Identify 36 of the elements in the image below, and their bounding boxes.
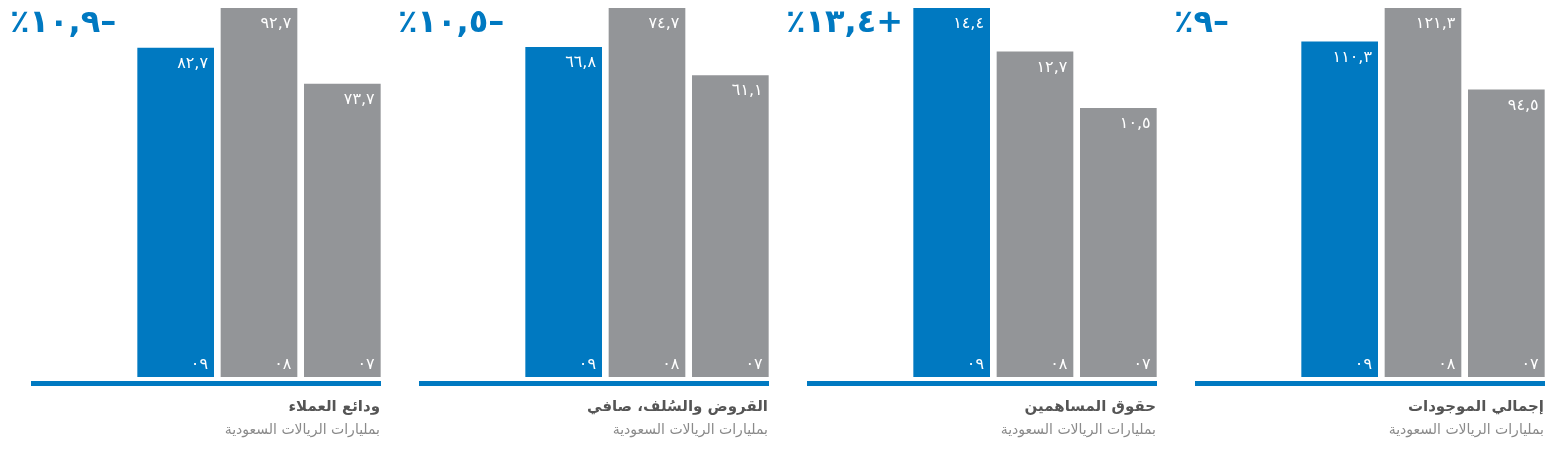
annotation: ٪١٣,٤+: [786, 2, 904, 40]
data-label: ٨٢,٧: [177, 52, 209, 72]
data-label: ١٢١,٣: [1415, 13, 1456, 33]
text: بمليارات الريالات السعودية: [1388, 421, 1544, 437]
data-label: ٦١,١: [731, 80, 763, 100]
data-label: ٧٤,٧: [648, 13, 680, 33]
data-label: ١٢,٧: [1036, 56, 1068, 76]
data-label: ١١٠,٣: [1332, 46, 1373, 66]
text: إجمالي الموجودات: [1407, 397, 1544, 415]
x-tick-label: ٠٧: [357, 354, 376, 374]
text: حقوق المساهمين: [1024, 397, 1156, 415]
x-tick-label: ٠٧: [1133, 354, 1152, 374]
annotation: ٪١٠,٥–: [398, 2, 505, 40]
x-tick-label: ٠٨: [1050, 354, 1068, 374]
annotation: ٪٩–: [1174, 2, 1230, 40]
x-tick-label: ٠٩: [1354, 354, 1372, 374]
text: ٪١٠,٩–: [10, 2, 117, 40]
x-tick-label: ٠٧: [1521, 354, 1540, 374]
data-label: ٦٦,٨: [565, 52, 597, 72]
data-label: ١٤,٤: [953, 13, 984, 33]
x-tick-label: ٠٧: [745, 354, 764, 374]
text: ودائع العملاء: [288, 397, 380, 415]
x-tick-label: ٠٩: [578, 354, 596, 374]
x-tick-label: ٠٩: [190, 354, 208, 374]
text: بمليارات الريالات السعودية: [612, 421, 768, 437]
x-tick-label: ٠٨: [662, 354, 680, 374]
x-tick-label: ٠٨: [1438, 354, 1456, 374]
text: بمليارات الريالات السعودية: [224, 421, 380, 437]
text: القروض والسُلف، صافي: [586, 397, 768, 415]
x-tick-label: ٠٨: [274, 354, 292, 374]
data-label: ٩٢,٧: [260, 13, 292, 33]
data-label: ٩٤,٥: [1507, 94, 1539, 114]
x-tick-label: ٠٩: [966, 354, 984, 374]
data-label: ٧٣,٧: [343, 88, 376, 108]
text: بمليارات الريالات السعودية: [1000, 421, 1156, 437]
data-label: ١٠,٥: [1119, 113, 1151, 133]
